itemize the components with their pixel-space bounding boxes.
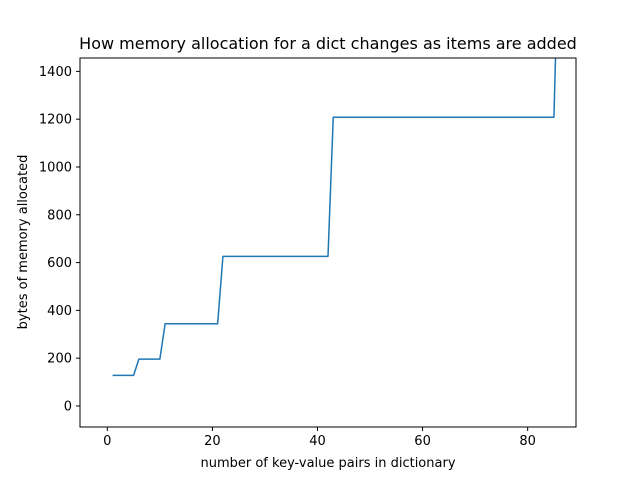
y-tick-label: 800 [47,208,72,223]
y-tick-label: 400 [47,304,72,319]
x-tick-label: 60 [414,434,431,449]
y-tick-label: 1400 [39,65,72,80]
y-tick-label: 0 [64,399,72,414]
series-line-0 [112,58,557,377]
x-tick-label: 20 [204,434,221,449]
y-axis-label: bytes of memory allocated [16,155,31,330]
y-tick-label: 600 [47,256,72,271]
chart-title: How memory allocation for a dict changes… [79,34,577,53]
x-tick-label: 80 [519,434,536,449]
y-tick-label: 200 [47,352,72,367]
x-axis-label: number of key-value pairs in dictionary [200,456,455,471]
y-tick-label: 1200 [39,113,72,128]
y-tick-label: 1000 [39,160,72,175]
y-axis-ticks: 0 200 400 600 800 1000 1200 1400 [39,65,80,414]
plot-area [112,58,557,377]
x-tick-label: 0 [103,434,111,449]
x-tick-label: 40 [309,434,326,449]
plot-frame [79,57,577,428]
x-axis-ticks: 0 20 40 60 80 [103,427,536,449]
